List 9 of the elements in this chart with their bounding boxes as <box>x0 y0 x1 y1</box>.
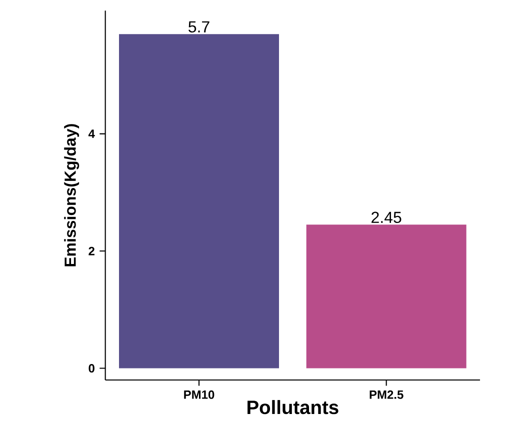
data-label: 2.45 <box>372 212 402 224</box>
y-tick-label: 0 <box>88 364 94 373</box>
y-axis-title: Emissions(Kg/day) <box>64 124 80 266</box>
x-tick-label: PM2.5 <box>370 390 404 399</box>
y-tick-label: 2 <box>88 246 94 256</box>
x-axis-title: Pollutants <box>248 400 338 414</box>
x-tick-label: PM10 <box>184 390 214 399</box>
data-label: 5.7 <box>188 21 210 33</box>
y-tick-label: 4 <box>88 130 95 138</box>
